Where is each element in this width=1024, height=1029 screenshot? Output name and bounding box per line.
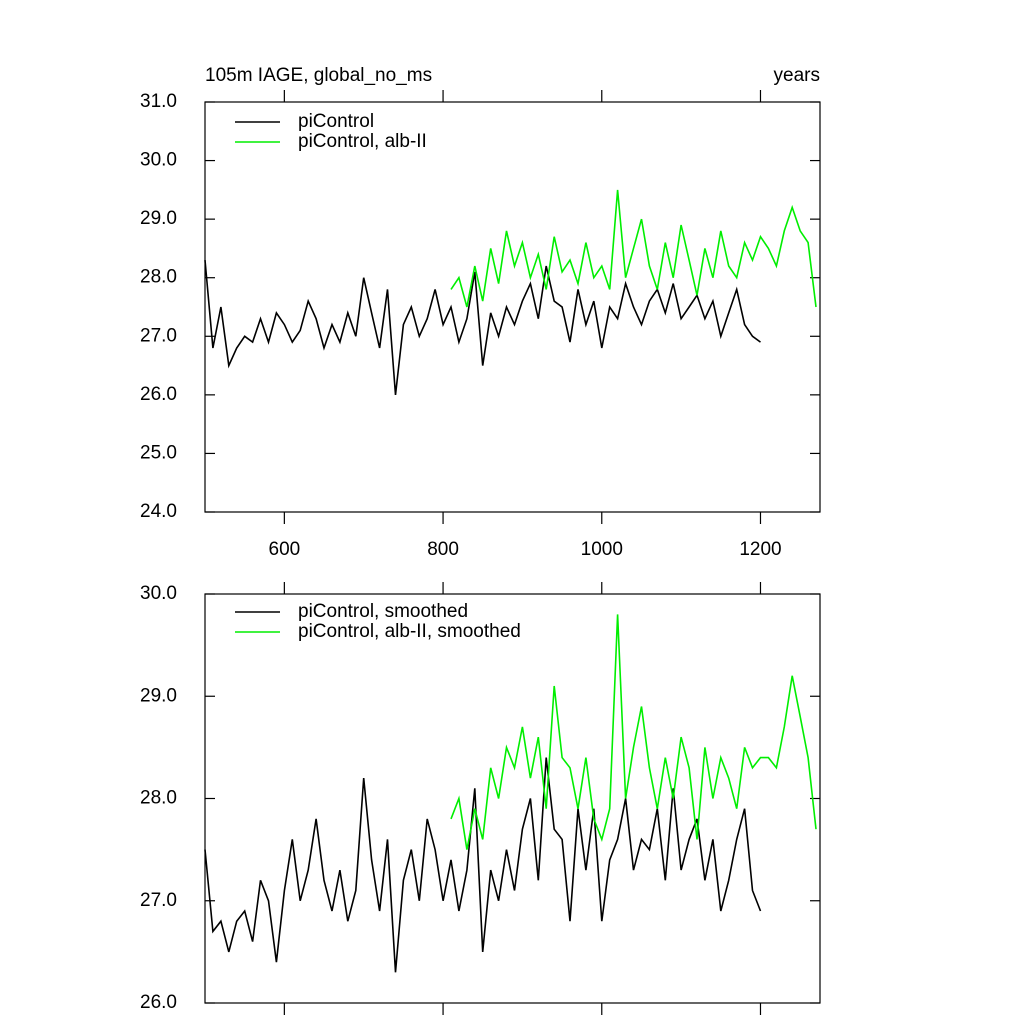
- y-tick-label: 28.0: [140, 788, 177, 809]
- y-tick-label: 26.0: [140, 992, 177, 1013]
- y-tick-label: 25.0: [140, 442, 177, 463]
- data-line: [204, 757, 762, 973]
- legend-label: piControl, smoothed: [298, 601, 468, 622]
- x-tick-label: 1000: [581, 539, 623, 560]
- y-tick-label: 29.0: [140, 685, 177, 706]
- y-tick-label: 26.0: [140, 384, 177, 405]
- x-tick-label: 600: [269, 539, 301, 560]
- data-line: [204, 260, 761, 395]
- y-tick-label: 24.0: [140, 501, 177, 522]
- y-tick-label: 30.0: [140, 583, 177, 604]
- y-tick-label: 29.0: [140, 208, 177, 229]
- plot-frame: [204, 101, 821, 513]
- data-line: [450, 614, 817, 850]
- y-tick-label: 31.0: [140, 91, 177, 112]
- y-tick-label: 28.0: [140, 267, 177, 288]
- x-tick-label: 800: [427, 539, 459, 560]
- y-tick-label: 27.0: [140, 325, 177, 346]
- data-line: [450, 189, 817, 308]
- chart-title: 105m IAGE, global_no_ms: [205, 65, 432, 86]
- y-tick-label: 30.0: [140, 150, 177, 171]
- x-tick-label: 1200: [739, 539, 781, 560]
- legend-label: piControl: [298, 111, 374, 132]
- units-label: years: [774, 65, 820, 86]
- y-tick-label: 27.0: [140, 890, 177, 911]
- legend-label: piControl, alb-II, smoothed: [298, 621, 521, 642]
- legend-label: piControl, alb-II: [298, 131, 427, 152]
- plot-frame: [204, 593, 821, 1004]
